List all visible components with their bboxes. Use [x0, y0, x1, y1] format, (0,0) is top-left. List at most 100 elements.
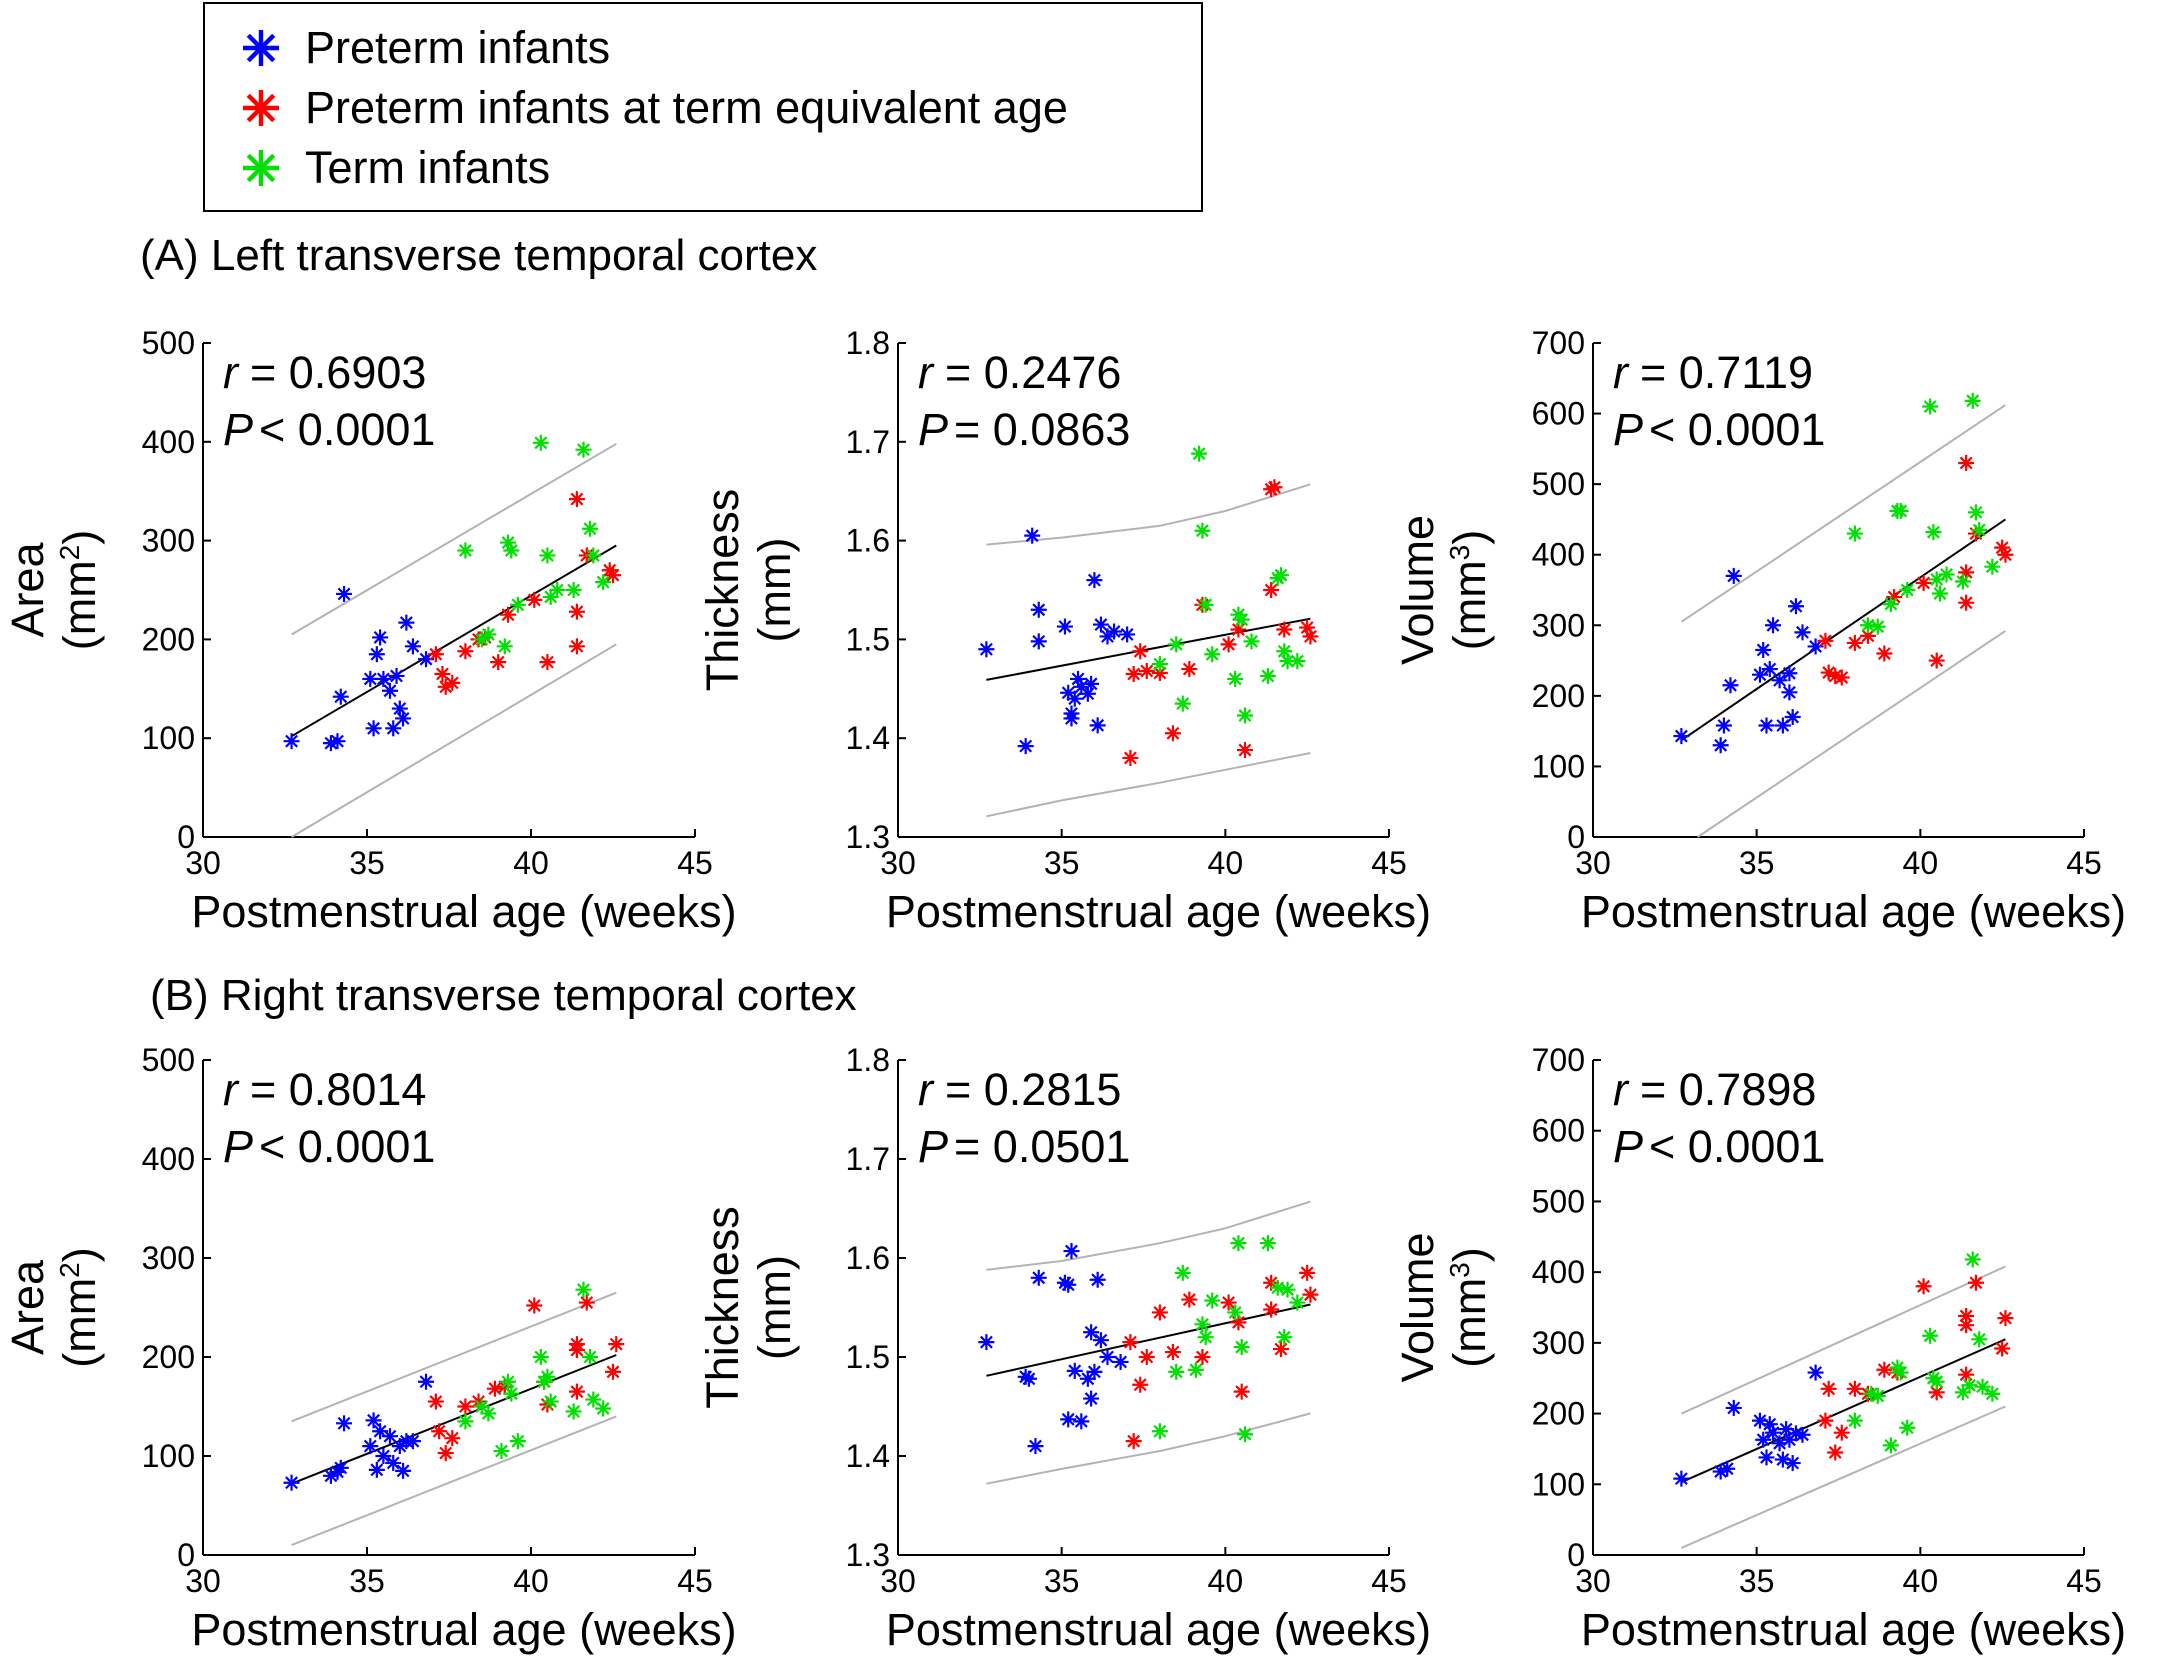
data-point [1794, 1426, 1811, 1443]
ci-upper-line [1680, 1265, 2006, 1415]
stat-r-value: = 0.2476 [945, 347, 1121, 398]
data-point [486, 1380, 503, 1397]
data-point [1722, 677, 1739, 694]
data-point [388, 667, 405, 684]
data-point [1220, 636, 1237, 653]
x-tick-label: 45 [1371, 845, 1407, 881]
data-point [418, 1373, 435, 1390]
data-point [1846, 1412, 1863, 1429]
data-point [1092, 616, 1109, 633]
x-tick-label: 45 [677, 845, 713, 881]
data-point [1673, 728, 1690, 745]
y-tick-label: 1.7 [846, 424, 890, 460]
data-point [1758, 717, 1775, 734]
data-point [978, 641, 995, 658]
data-point [582, 520, 599, 537]
x-axis-label: Postmenstrual age (weeks) [191, 1604, 736, 1655]
data-point [1138, 1349, 1155, 1365]
data-point [1227, 1304, 1244, 1321]
data-point [1302, 628, 1319, 645]
data-point [1964, 392, 1981, 409]
x-axis-label: Postmenstrual age (weeks) [191, 886, 736, 937]
data-point [1755, 1431, 1772, 1448]
data-point [582, 1349, 599, 1365]
data-point [1227, 670, 1244, 687]
y-tick-label: 1.4 [846, 1438, 890, 1474]
x-tick-label: 30 [880, 1563, 916, 1599]
data-point [1765, 617, 1782, 634]
data-point [1119, 626, 1136, 643]
y-axis-unit: (mm2) [54, 530, 105, 651]
x-tick-label: 30 [1575, 845, 1611, 881]
data-point [372, 629, 389, 646]
stat-r-symbol: r [918, 1064, 935, 1115]
asterisk-marker-icon [243, 150, 279, 186]
x-tick-label: 40 [1903, 845, 1939, 881]
x-axis-label: Postmenstrual age (weeks) [886, 886, 1431, 937]
y-unit-close: ) [1444, 1247, 1495, 1262]
y-tick-label: 300 [1532, 607, 1585, 643]
data-point [568, 603, 585, 620]
data-point [1233, 1339, 1250, 1356]
data-point [1083, 1390, 1100, 1407]
stat-p-symbol: P [918, 404, 948, 455]
legend: Preterm infants Preterm infants at term … [203, 2, 1203, 212]
data-point [509, 1433, 526, 1450]
data-point [1289, 1294, 1306, 1311]
data-point [365, 720, 382, 737]
data-point [480, 626, 497, 643]
data-point [1263, 582, 1280, 598]
y-tick-label: 400 [142, 424, 195, 460]
data-point [1220, 1294, 1237, 1311]
data-point [1070, 670, 1087, 687]
data-point [526, 591, 543, 608]
data-point [1122, 1334, 1139, 1351]
data-point [549, 582, 566, 598]
data-point [375, 1448, 392, 1464]
data-point [1915, 1278, 1932, 1295]
y-unit-superscript: 2 [54, 545, 85, 561]
data-point [1997, 546, 2014, 563]
y-unit-text: (mm) [749, 1255, 800, 1360]
x-tick-label: 35 [1044, 1563, 1080, 1599]
y-tick-label: 200 [1532, 1396, 1585, 1432]
data-point [1272, 1341, 1289, 1358]
data-point [437, 678, 454, 695]
data-point [1817, 632, 1834, 649]
data-point [336, 1415, 353, 1432]
data-point [427, 646, 444, 663]
data-point [1974, 1378, 1991, 1395]
data-point [1204, 1292, 1221, 1309]
legend-marker [243, 90, 279, 126]
stat-p-value: < 0.0001 [1649, 1121, 1825, 1172]
legend-label: Preterm infants at term equivalent age [305, 82, 1068, 133]
ci-upper-line [291, 442, 617, 636]
data-point [608, 1336, 625, 1353]
data-point [1125, 1433, 1142, 1450]
stat-p: P < 0.0001 [1613, 404, 1825, 455]
y-tick-label: 400 [142, 1141, 195, 1177]
data-point [1846, 634, 1863, 651]
data-point [1673, 1470, 1690, 1487]
series-preterm-infants [1673, 567, 1824, 754]
data-point [1984, 1385, 2001, 1402]
data-point [1272, 567, 1289, 584]
data-point [1083, 675, 1100, 692]
data-point [1899, 582, 1916, 598]
data-point [1060, 1411, 1077, 1428]
panel-B-volume: 30 35 40 45 0 100 200 300 400 500 600 700 Postmenstr… [1392, 1042, 2126, 1655]
stat-p-symbol: P [918, 1121, 948, 1172]
data-point [532, 434, 549, 451]
data-point [1784, 1455, 1801, 1472]
stat-r-symbol: r [1613, 347, 1630, 398]
stat-p-value: = 0.0501 [954, 1121, 1130, 1172]
data-point [1892, 1364, 1909, 1381]
y-unit-close: ) [54, 1247, 105, 1262]
x-tick-label: 35 [1739, 1563, 1775, 1599]
data-point [395, 710, 412, 727]
data-point [1827, 1444, 1844, 1461]
data-point [457, 1413, 474, 1430]
data-point [1181, 661, 1198, 678]
data-point [1784, 709, 1801, 726]
